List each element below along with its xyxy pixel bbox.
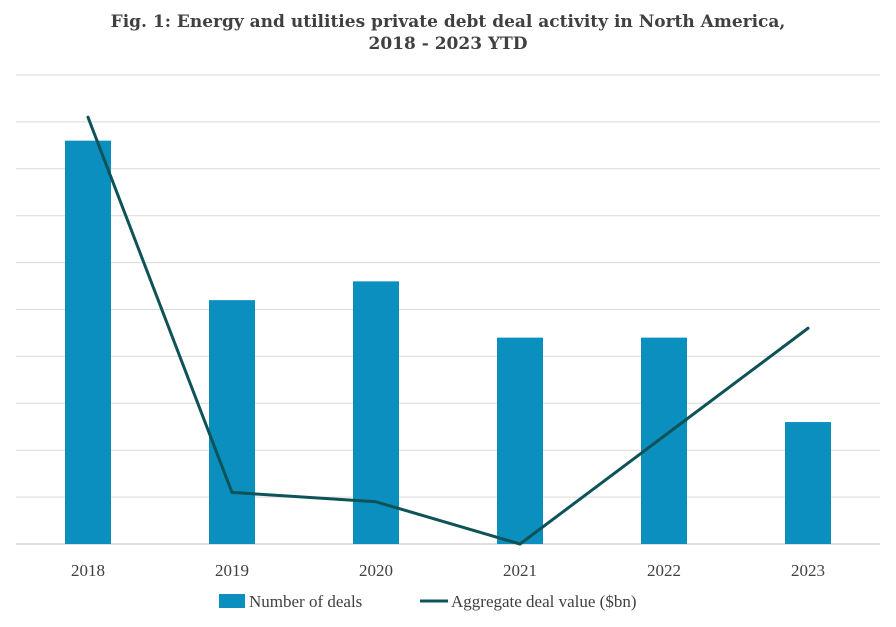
line-point-2022	[663, 435, 665, 437]
line-point-2018	[87, 116, 89, 118]
x-tick-label-2021: 2021	[503, 561, 537, 580]
bar-2022	[641, 337, 687, 544]
bar-2021	[497, 337, 543, 544]
x-tick-label-2020: 2020	[359, 561, 393, 580]
bar-series	[65, 140, 831, 544]
x-tick-label-2022: 2022	[647, 561, 681, 580]
x-tick-label-2019: 2019	[215, 561, 249, 580]
gridlines	[16, 74, 880, 545]
chart-title-line-1: Fig. 1: Energy and utilities private deb…	[110, 12, 786, 32]
line-point-2021	[519, 543, 521, 545]
line-point-2020	[375, 501, 377, 503]
line-series	[86, 115, 810, 546]
bar-2023	[785, 422, 831, 544]
bar-2020	[353, 281, 399, 544]
line-point-2019	[231, 491, 233, 493]
legend-swatch-bar	[219, 594, 245, 608]
legend-label-bar: Number of deals	[249, 592, 362, 611]
x-tick-label-2018: 2018	[71, 561, 105, 580]
chart-title-line-2: 2018 - 2023 YTD	[368, 34, 528, 54]
bar-2019	[209, 300, 255, 544]
bar-2018	[65, 140, 111, 544]
legend-label-line: Aggregate deal value ($bn)	[451, 592, 637, 611]
aggregate-deal-value-line	[86, 115, 810, 546]
line-point-2023	[807, 327, 809, 329]
legend: Number of deals Aggregate deal value ($b…	[219, 592, 637, 611]
x-axis-ticks: 2018 2019 2020 2021 2022 2023	[71, 561, 825, 580]
x-tick-label-2023: 2023	[791, 561, 825, 580]
